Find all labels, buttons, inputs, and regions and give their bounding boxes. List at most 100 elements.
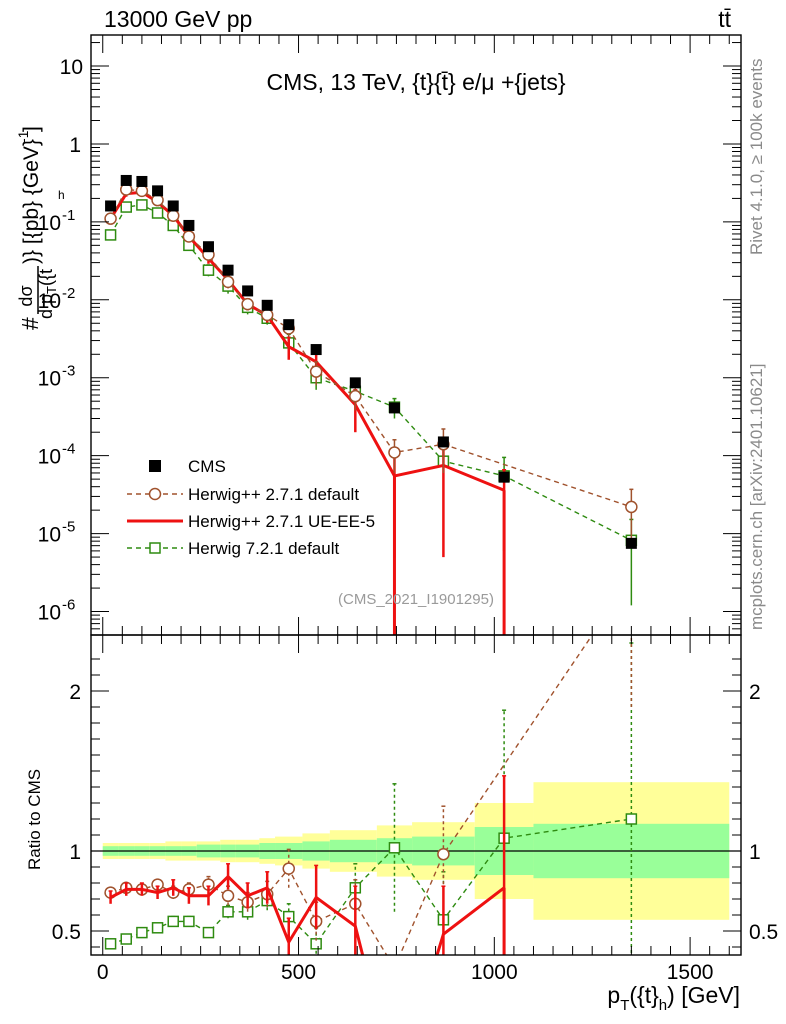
source-note: mcplots.cern.ch [arXiv:2401.10621] (747, 364, 766, 630)
ratio-point-h721 (183, 915, 195, 928)
point-hpp_def (260, 308, 274, 322)
ratio-point-h721 (388, 842, 401, 854)
y-tick-label: 10 (60, 56, 83, 79)
point-cms (183, 219, 195, 231)
x-tick-label: 1000 (471, 961, 518, 984)
ratio-y-tick-label-right: 1 (749, 841, 761, 864)
point-cms (152, 185, 164, 197)
ratio-y-tick-label: 2 (69, 681, 81, 704)
point-cms (349, 377, 361, 389)
legend-marker-h721 (149, 542, 161, 554)
ratio-point-h721 (202, 926, 215, 939)
series-hpp_def (104, 183, 638, 546)
y-tick-label: 10 (38, 368, 61, 391)
ratio-point-h721 (120, 933, 132, 945)
process-label: tt̄ (718, 6, 731, 32)
point-cms (105, 200, 117, 212)
point-hpp_def (241, 297, 254, 311)
y-tick-label: 10 (38, 290, 61, 313)
y-title-suffix: )} [{pb} {GeV} (20, 139, 43, 264)
point-hpp_def (309, 365, 323, 378)
ratio-line-hpp_ue (435, 886, 506, 955)
point-hpp_def (135, 184, 149, 198)
y-tick-exponent: -1 (62, 207, 75, 224)
ratio-y-tick-label-right: 0.5 (749, 921, 778, 944)
y-tick-label: 10 (38, 212, 61, 235)
ratio-point-hpp_def (221, 889, 235, 903)
y-title-h-sub: h (58, 188, 65, 202)
point-hpp_def (221, 275, 235, 289)
point-h721 (136, 199, 148, 211)
ratio-axes: 0 500 1000 1500 0.5 0.5 1 1 2 2 (52, 634, 778, 984)
point-h721 (151, 207, 164, 219)
main-plot-area (104, 174, 638, 635)
point-hpp_def (388, 446, 401, 459)
y-tick-label: 10 (38, 602, 61, 625)
x-tick-label: 0 (97, 961, 109, 984)
point-cms (242, 285, 254, 297)
ratio-series-hpp_ue (108, 775, 507, 955)
y-tick-exponent: -6 (62, 597, 75, 614)
point-cms (388, 402, 400, 414)
legend-marker-cms (149, 460, 161, 472)
legend-label-cms: CMS (188, 457, 226, 476)
point-cms (437, 436, 449, 448)
analysis-id: (CMS_2021_I1901295) (338, 591, 494, 608)
ratio-y-title: Ratio to CMS (25, 769, 44, 870)
plot-title: CMS, 13 TeV, {t}{t̄} e/μ +{jets} (266, 69, 565, 95)
legend-marker-hpp_def (148, 487, 162, 501)
point-cms (310, 344, 322, 356)
series-h721 (104, 199, 638, 606)
ratio-point-hpp_def (437, 847, 450, 861)
point-h721 (104, 229, 117, 241)
ratio-point-h721 (151, 922, 164, 934)
point-cms (283, 319, 295, 331)
ratio-y-tick-label: 1 (69, 841, 81, 864)
y-title-prefix: # (17, 317, 43, 330)
ratio-line-hpp_ue (109, 874, 365, 955)
y-tick-exponent: -4 (62, 441, 75, 458)
series-cms (105, 174, 637, 549)
point-cms (222, 264, 234, 276)
point-cms (136, 175, 148, 187)
y-tick-label: 10 (38, 446, 61, 469)
point-h721 (120, 201, 132, 213)
y-title-numerator: dσ (16, 285, 36, 306)
legend: CMS Herwig++ 2.7.1 default Herwig++ 2.7.1 … (127, 457, 375, 558)
point-hpp_def (166, 209, 180, 222)
y-title-exp: -1 (15, 130, 31, 143)
point-cms (202, 241, 214, 253)
legend-label-hpp_ue: Herwig++ 2.7.1 UE-EE-5 (188, 512, 375, 531)
ratio-plot-area (91, 635, 741, 955)
point-cms (261, 299, 273, 311)
rivet-note: Rivet 4.1.0, ≥ 100k events (747, 59, 766, 255)
main-y-title: # dσ d pT({t )} [{pb} {GeV} -1 ] (15, 126, 59, 330)
x-axis-title: pT({t}h) [GeV] (607, 982, 740, 1014)
ratio-y-tick-label-right: 2 (749, 681, 761, 704)
point-hpp_def (625, 500, 638, 514)
ratio-point-h721 (136, 926, 148, 939)
point-hpp_def (349, 389, 362, 403)
y-tick-exponent: -5 (62, 519, 75, 536)
ratio-point-h721 (167, 915, 179, 928)
x-tick-label: 1500 (667, 961, 714, 984)
y-tick-label: 10 (38, 524, 61, 547)
y-title-close: ] (20, 126, 43, 132)
point-cms (167, 200, 179, 212)
series-hpp_ue (108, 188, 507, 635)
y-title-denominator: d pT({t (36, 269, 59, 319)
y-tick-exponent: -2 (62, 285, 75, 302)
point-h721 (202, 264, 215, 276)
point-cms (625, 537, 637, 549)
beam-label: 13000 GeV pp (104, 6, 252, 32)
point-cms (120, 174, 132, 186)
ratio-y-tick-label: 0.5 (52, 921, 81, 944)
ratio-point-h721 (104, 938, 117, 950)
y-tick-label: 1 (69, 134, 81, 157)
ratio-point-h721 (222, 906, 234, 918)
point-cms (498, 471, 510, 483)
x-tick-label: 500 (281, 961, 316, 984)
ratio-point-hpp_def (282, 862, 295, 875)
point-hpp_def (104, 212, 117, 225)
